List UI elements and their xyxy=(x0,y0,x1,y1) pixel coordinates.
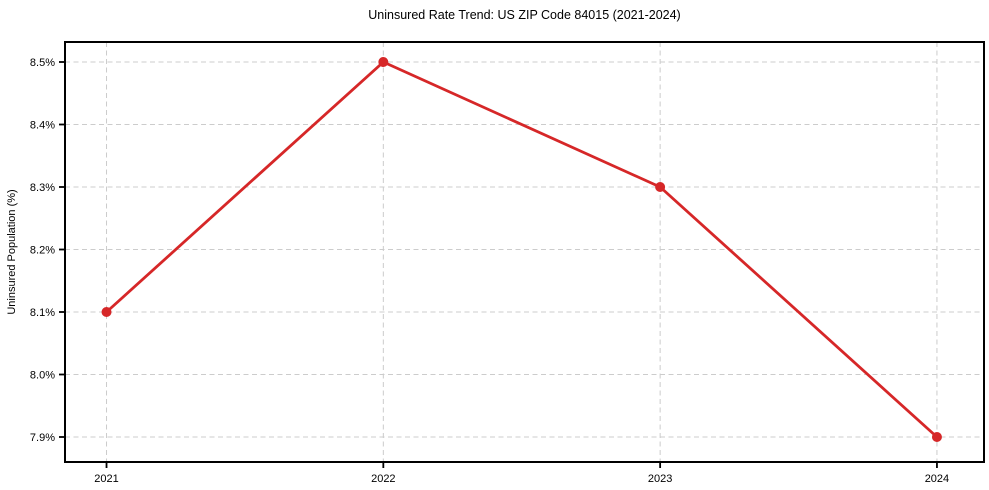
data-point xyxy=(378,57,389,67)
x-tick-label: 2023 xyxy=(648,473,672,485)
y-tick-label: 8.5% xyxy=(30,57,55,69)
y-axis-label: Uninsured Population (%) xyxy=(6,189,18,314)
plot-frame xyxy=(64,41,985,463)
y-tick-label: 7.9% xyxy=(30,432,55,444)
y-tick-label: 8.2% xyxy=(30,245,55,257)
x-tick-label: 2021 xyxy=(94,473,118,485)
x-tick-label: 2024 xyxy=(925,473,949,485)
y-tick-label: 8.1% xyxy=(30,307,55,319)
data-point xyxy=(931,432,942,442)
y-tick-label: 8.3% xyxy=(30,182,55,194)
y-tick-label: 8.4% xyxy=(30,120,55,132)
chart-title: Uninsured Rate Trend: US ZIP Code 84015 … xyxy=(368,8,681,22)
data-point xyxy=(655,182,666,192)
data-point xyxy=(101,307,112,317)
x-tick-label: 2022 xyxy=(371,473,395,485)
trend-line xyxy=(105,60,939,439)
y-tick-label: 8.0% xyxy=(30,370,55,382)
